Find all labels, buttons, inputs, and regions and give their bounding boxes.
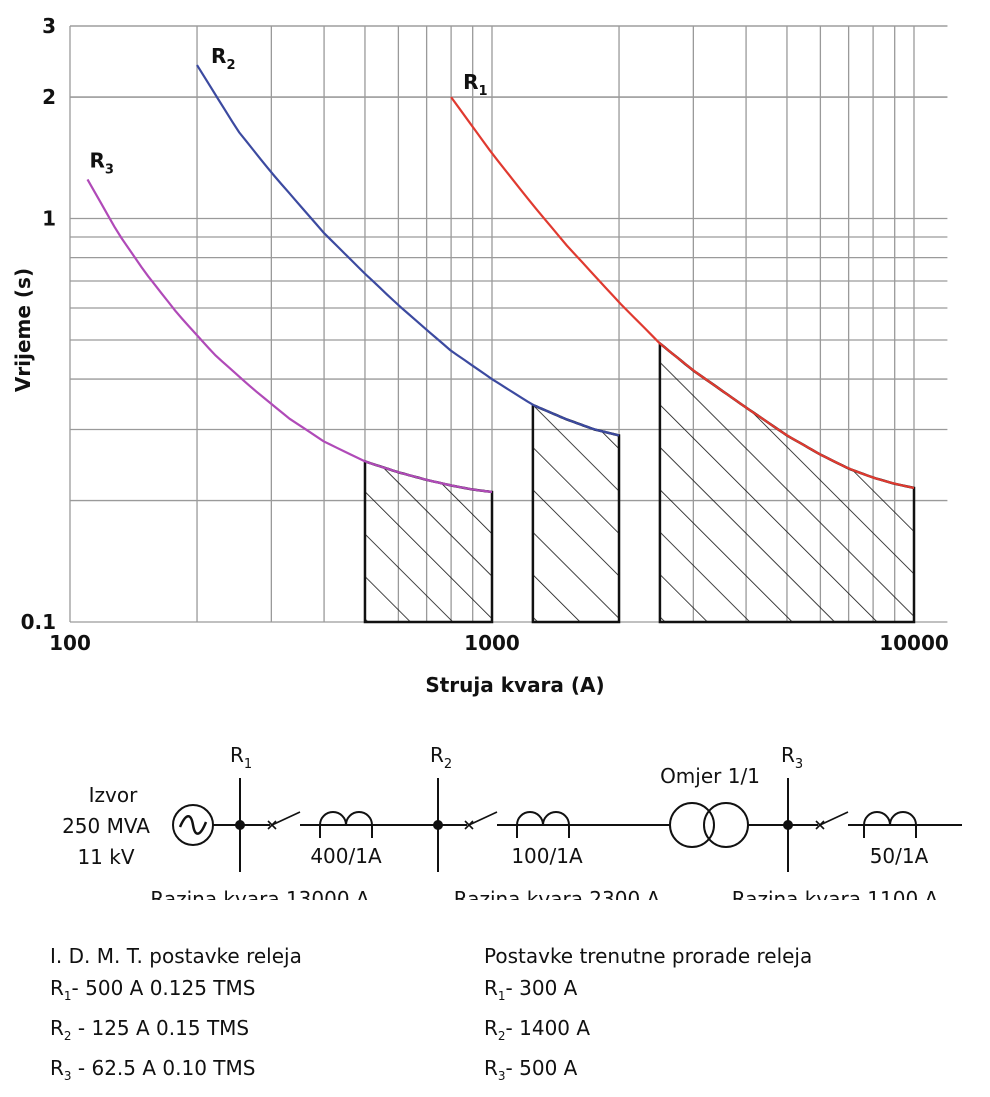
current-transformer-2 [516, 811, 570, 838]
breaker-2 [464, 811, 498, 830]
curves [86, 64, 915, 494]
ct-ratio-3: 50/1A [870, 844, 929, 868]
power-transformer-winding-1 [669, 802, 715, 848]
x-tick-label: 10000 [879, 631, 949, 655]
breaker-1 [267, 811, 301, 830]
idmt-setting-r3: R3 - 62.5 A 0.10 TMS [50, 1056, 256, 1083]
curve-label-r3: R3 [89, 148, 113, 177]
fault-level-2: Razina kvara 2300 A [454, 887, 661, 900]
relay-label-r1: R1 [230, 743, 252, 772]
relay-label-r3: R3 [781, 743, 803, 772]
relay-label-r2: R2 [430, 743, 452, 772]
hatched-region [531, 403, 621, 624]
hatched-regions [363, 340, 916, 624]
instantaneous-settings-title: Postavke trenutne prorade releja [484, 944, 813, 968]
source-rating: 250 MVA [62, 814, 150, 838]
instantaneous-setting-r2: R2- 1400 A [484, 1016, 591, 1043]
y-tick-label: 0.1 [21, 610, 56, 634]
curve-r1 [450, 96, 915, 489]
y-axis-label: Vrijeme (s) [11, 268, 35, 392]
relay-coordination-figure: R3 R2 R1 100 1000 10000 0.1 1 2 3 Struja kvara … [11, 14, 962, 900]
curve-r2 [196, 64, 620, 437]
idmt-setting-r2: R2 - 125 A 0.15 TMS [50, 1016, 250, 1043]
current-transformer-1 [319, 811, 373, 838]
instantaneous-setting-r1: R1- 300 A [484, 976, 578, 1003]
x-tick-label: 1000 [464, 631, 520, 655]
idmt-settings: I. D. M. T. postavke releja R1- 500 A 0.… [50, 940, 302, 1092]
power-transformer-winding-2 [703, 802, 749, 848]
node-r2 [433, 820, 443, 830]
x-tick-labels: 100 1000 10000 [49, 631, 949, 655]
current-transformer-3 [863, 811, 917, 838]
transformer-ratio: Omjer 1/1 [660, 764, 760, 788]
time-current-chart: R3 R2 R1 100 1000 10000 0.1 1 2 3 Struja kvara … [11, 14, 949, 697]
curve-r3 [86, 178, 493, 494]
x-tick-label: 100 [49, 631, 91, 655]
instantaneous-setting-r3: R3- 500 A [484, 1056, 578, 1083]
y-tick-labels: 0.1 1 2 3 [21, 14, 56, 634]
generator-sine-icon [178, 815, 208, 835]
curve-label-r1: R1 [463, 70, 487, 99]
breaker-3 [815, 811, 849, 830]
y-tick-label: 3 [42, 14, 56, 38]
source-label: Izvor [89, 783, 138, 807]
fault-level-3: Razina kvara 1100 A [732, 887, 939, 900]
idmt-settings-title: I. D. M. T. postavke releja [50, 944, 302, 968]
fault-level-1: Razina kvara 13000 A [150, 887, 370, 900]
y-tick-label: 2 [42, 85, 56, 109]
curve-label-r2: R2 [211, 44, 235, 73]
idmt-setting-r1: R1- 500 A 0.125 TMS [50, 976, 256, 1003]
curve-labels: R3 R2 R1 [89, 44, 487, 177]
node-r1 [235, 820, 245, 830]
node-r3 [783, 820, 793, 830]
x-axis-label: Struja kvara (A) [425, 673, 604, 697]
instantaneous-settings: Postavke trenutne prorade releja R1- 300… [484, 940, 812, 1092]
y-tick-label: 1 [42, 207, 56, 231]
single-line-diagram: Izvor 250 MVA 11 kV [62, 743, 962, 900]
ct-ratio-1: 400/1A [310, 844, 382, 868]
ct-ratio-2: 100/1A [511, 844, 583, 868]
source-voltage: 11 kV [77, 845, 134, 869]
